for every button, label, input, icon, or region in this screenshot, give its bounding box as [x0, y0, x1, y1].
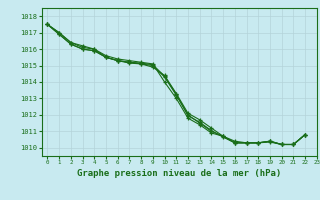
X-axis label: Graphe pression niveau de la mer (hPa): Graphe pression niveau de la mer (hPa): [77, 169, 281, 178]
